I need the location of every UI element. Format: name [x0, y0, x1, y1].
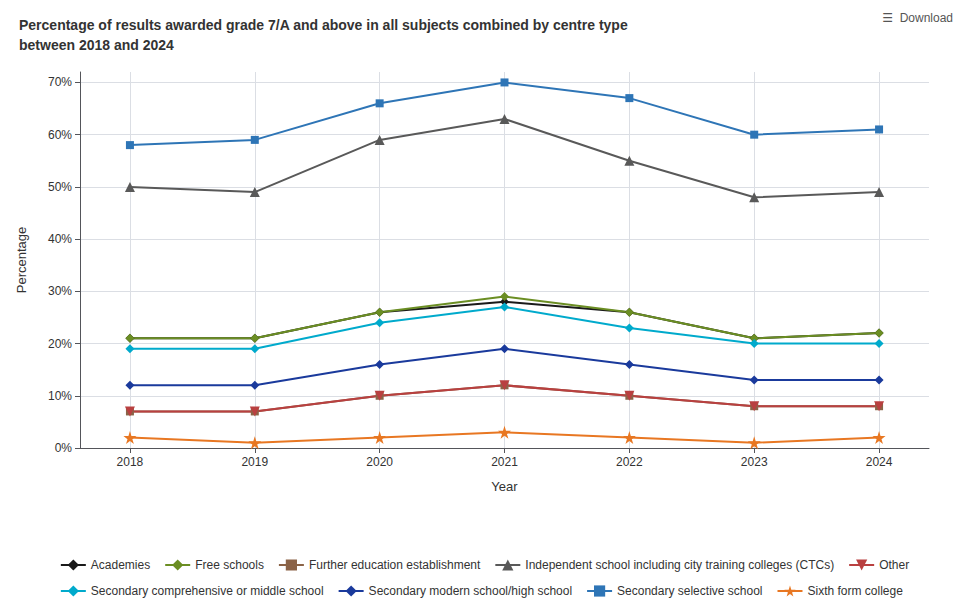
svg-text:2020: 2020 — [366, 455, 393, 469]
svg-text:10%: 10% — [48, 389, 72, 403]
svg-text:2021: 2021 — [491, 455, 518, 469]
svg-text:30%: 30% — [48, 284, 72, 298]
svg-text:50%: 50% — [48, 180, 72, 194]
svg-text:2022: 2022 — [616, 455, 643, 469]
svg-text:20%: 20% — [48, 337, 72, 351]
svg-text:60%: 60% — [48, 128, 72, 142]
svg-text:Further education establishmen: Further education establishment — [309, 558, 481, 572]
svg-text:Secondary modern school/high s: Secondary modern school/high school — [369, 584, 572, 598]
svg-text:2024: 2024 — [866, 455, 893, 469]
svg-text:Percentage of results awarded: Percentage of results awarded grade 7/A … — [19, 17, 628, 33]
svg-text:between 2018 and 2024: between 2018 and 2024 — [19, 37, 174, 53]
svg-text:0%: 0% — [55, 441, 73, 455]
svg-text:70%: 70% — [48, 75, 72, 89]
svg-text:Secondary comprehensive or mid: Secondary comprehensive or middle school — [91, 584, 324, 598]
svg-text:2018: 2018 — [117, 455, 144, 469]
svg-text:Sixth form college: Sixth form college — [807, 584, 903, 598]
svg-text:Percentage: Percentage — [14, 227, 29, 294]
svg-text:2019: 2019 — [241, 455, 268, 469]
svg-text:Independent school including c: Independent school including city traini… — [525, 558, 834, 572]
svg-text:Academies: Academies — [91, 558, 150, 572]
svg-text:Year: Year — [491, 479, 518, 494]
svg-text:Free schools: Free schools — [195, 558, 264, 572]
svg-text:☰ Download: ☰ Download — [882, 11, 953, 25]
svg-text:Secondary selective school: Secondary selective school — [617, 584, 762, 598]
svg-text:Other: Other — [879, 558, 909, 572]
svg-text:40%: 40% — [48, 232, 72, 246]
svg-text:2023: 2023 — [741, 455, 768, 469]
